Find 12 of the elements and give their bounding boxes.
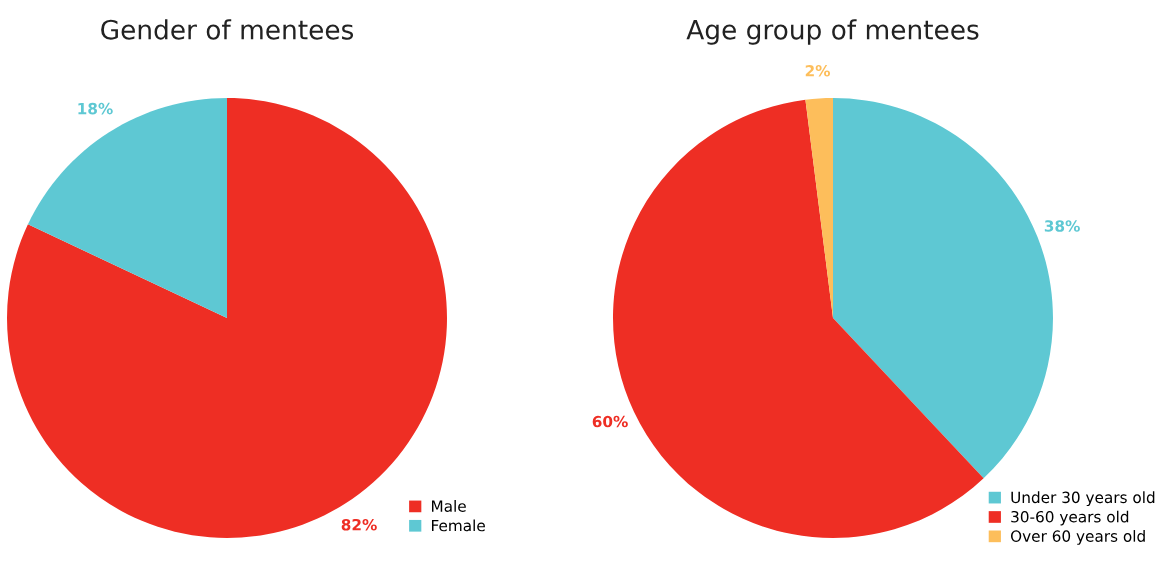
legend-label: 30-60 years old xyxy=(1011,510,1129,526)
legend-label: Male xyxy=(432,500,466,512)
legend-label: Female xyxy=(432,519,485,532)
chart-title: Age group of mentees xyxy=(686,19,979,45)
data-label: 82% xyxy=(341,518,377,531)
data-label: 18% xyxy=(78,102,113,115)
legend-label: Over 60 years old xyxy=(1010,530,1145,545)
data-label: 60% xyxy=(592,415,628,428)
chart-title: Gender of mentees xyxy=(101,19,354,40)
data-label: 2% xyxy=(805,64,831,77)
legend-label: Under 30 years old xyxy=(1011,491,1155,507)
data-label: 38% xyxy=(1044,220,1080,232)
